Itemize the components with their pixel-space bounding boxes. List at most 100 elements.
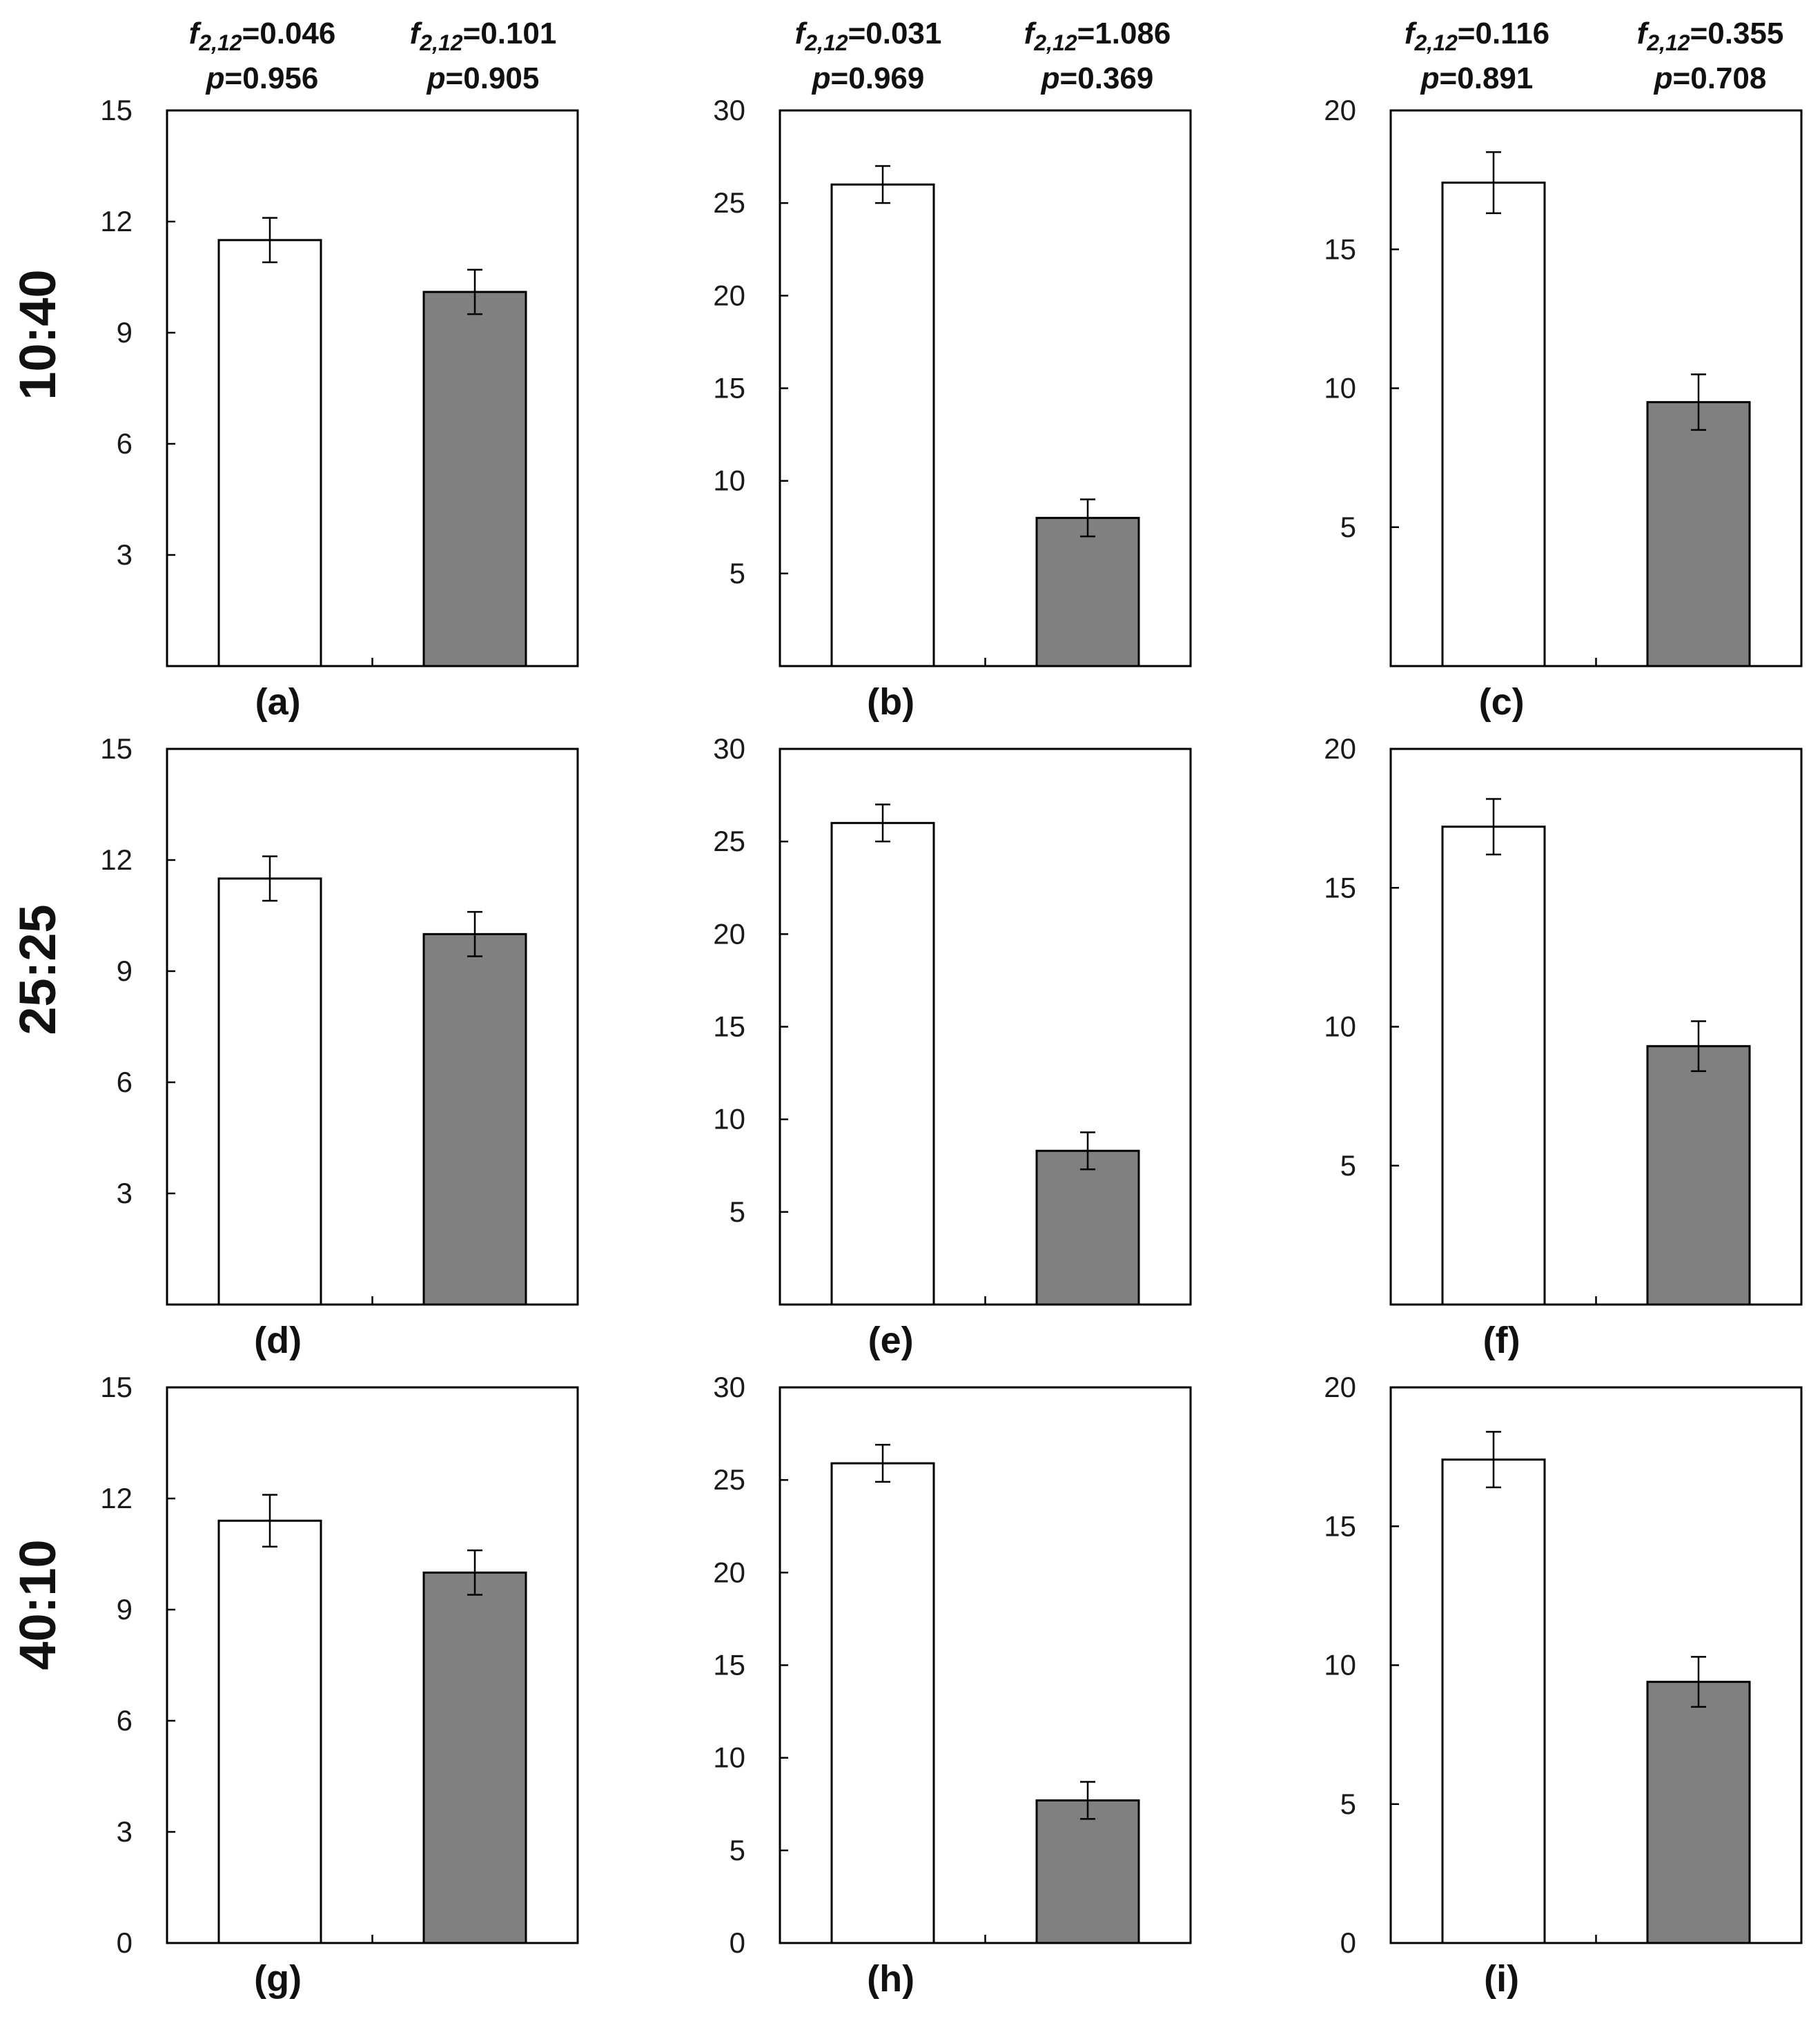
bar-white — [830, 821, 935, 1306]
y-tick-label: 25 — [713, 1463, 745, 1496]
stat-0: f2,12=0.046 p=0.956 — [189, 17, 336, 95]
bar-gray — [1035, 1149, 1140, 1306]
y-tick-label: 30 — [713, 1371, 745, 1403]
y-tick-label: 3 — [117, 538, 133, 571]
y-tick-label: 6 — [117, 427, 133, 460]
y-tick-label: 15 — [713, 372, 745, 404]
chart-panel-f: 5 10 15 20 (f) — [1324, 732, 1803, 1361]
panel-label: (e) — [868, 1320, 914, 1361]
panel-label: (c) — [1479, 681, 1525, 723]
y-tick-label: 25 — [713, 825, 745, 857]
stat-f-line: f2,12=0.046 — [189, 17, 336, 55]
y-tick-label: 15 — [100, 732, 133, 765]
y-tick-label: 15 — [713, 1010, 745, 1043]
y-tick-label: 20 — [713, 1556, 745, 1588]
y-tick-label: 5 — [730, 1195, 745, 1228]
y-tick-label: 15 — [713, 1649, 745, 1681]
y-tick-label: 12 — [100, 205, 133, 237]
bar-gray — [1646, 401, 1751, 667]
bar-white — [830, 1462, 935, 1944]
stat-p-line: p=0.956 — [206, 61, 319, 95]
panel-label: (d) — [254, 1320, 302, 1361]
stat-p-line: p=0.969 — [812, 61, 925, 95]
y-tick-label: 20 — [1324, 1371, 1356, 1403]
panel-label: (b) — [867, 681, 914, 723]
stat-3: f2,12=1.086 p=0.369 — [1024, 17, 1171, 95]
y-tick-label: 15 — [100, 1371, 133, 1403]
y-tick-label: 5 — [730, 1834, 745, 1866]
bar-white — [1441, 1458, 1546, 1944]
bar-gray — [1646, 1045, 1751, 1306]
bar-gray — [1035, 516, 1140, 667]
y-tick-label: 15 — [100, 94, 133, 126]
bar-gray — [422, 1571, 527, 1944]
bar-white — [217, 239, 322, 667]
panel-label: (a) — [255, 681, 301, 723]
chart-panel-g: 0 3 6 9 12 15 (g) — [100, 1371, 579, 2000]
y-tick-label: 6 — [117, 1704, 133, 1737]
chart-panel-b: 5 10 15 20 25 30 (b) — [713, 94, 1192, 723]
stat-f-line: f2,12=0.031 — [795, 17, 942, 55]
chart-panel-d: 3 6 9 12 15 (d) — [100, 732, 579, 1361]
y-tick-label: 5 — [1340, 1149, 1356, 1182]
panel-label: (g) — [254, 1958, 302, 2000]
y-tick-label: 3 — [117, 1177, 133, 1209]
y-tick-label: 15 — [1324, 233, 1356, 265]
y-tick-label: 10 — [713, 1741, 745, 1774]
y-tick-label: 20 — [713, 917, 745, 950]
bar-white — [1441, 182, 1546, 667]
bar-gray — [422, 291, 527, 667]
chart-panel-a: 3 6 9 12 15 (a) — [100, 94, 579, 723]
y-tick-label: 6 — [117, 1066, 133, 1098]
chart-panel-c: 5 10 15 20 (c) — [1324, 94, 1803, 723]
y-tick-label: 5 — [730, 557, 745, 589]
row-label-1: 25:25 — [9, 904, 66, 1035]
bar-gray — [422, 933, 527, 1306]
stat-1: f2,12=0.101 p=0.905 — [410, 17, 557, 95]
y-tick-label: 15 — [1324, 871, 1356, 904]
y-tick-label: 30 — [713, 732, 745, 765]
stat-f-line: f2,12=0.101 — [410, 17, 557, 55]
y-tick-label: 9 — [117, 1593, 133, 1625]
y-tick-label: 25 — [713, 186, 745, 219]
y-tick-label: 15 — [1324, 1510, 1356, 1542]
stat-f-line: f2,12=0.116 — [1405, 17, 1549, 55]
panels: 3691215(a)51015202530(b)5101520(c)369121… — [100, 94, 1803, 2000]
y-tick-label: 0 — [117, 1926, 133, 1959]
stat-2: f2,12=0.031 p=0.969 — [795, 17, 942, 95]
panel-label: (i) — [1484, 1958, 1519, 2000]
chart-panel-e: 5 10 15 20 25 30 (e) — [713, 732, 1192, 1361]
y-tick-label: 10 — [1324, 1010, 1356, 1043]
y-tick-label: 0 — [730, 1926, 745, 1959]
y-tick-label: 20 — [1324, 94, 1356, 126]
y-tick-label: 12 — [100, 843, 133, 876]
stat-p-line: p=0.891 — [1420, 61, 1534, 95]
y-tick-label: 3 — [117, 1815, 133, 1848]
y-tick-label: 20 — [713, 279, 745, 311]
y-tick-label: 5 — [1340, 1788, 1356, 1820]
y-tick-label: 5 — [1340, 511, 1356, 543]
chart-panel-i: 0 5 10 15 20 (i) — [1324, 1371, 1803, 2000]
y-tick-label: 0 — [1340, 1926, 1356, 1959]
stat-p-line: p=0.369 — [1041, 61, 1154, 95]
y-tick-label: 12 — [100, 1482, 133, 1514]
y-tick-label: 10 — [713, 465, 745, 497]
y-tick-label: 10 — [713, 1103, 745, 1135]
chart-panel-h: 0 5 10 15 20 25 30 (h) — [713, 1371, 1192, 2000]
bar-white — [1441, 826, 1546, 1306]
stat-4: f2,12=0.116 p=0.891 — [1405, 17, 1549, 95]
bar-white — [217, 877, 322, 1306]
y-tick-label: 9 — [117, 316, 133, 349]
panel-label: (h) — [867, 1958, 914, 2000]
stat-p-line: p=0.905 — [427, 61, 540, 95]
y-tick-label: 10 — [1324, 372, 1356, 404]
row-label-2: 40:10 — [9, 1539, 66, 1670]
bar-gray — [1646, 1681, 1751, 1944]
stat-f-line: f2,12=1.086 — [1024, 17, 1171, 55]
stat-f-line: f2,12=0.355 — [1637, 17, 1784, 55]
row-label-0: 10:40 — [9, 269, 66, 400]
y-tick-label: 9 — [117, 955, 133, 987]
bar-gray — [1035, 1799, 1140, 1944]
y-tick-label: 20 — [1324, 732, 1356, 765]
